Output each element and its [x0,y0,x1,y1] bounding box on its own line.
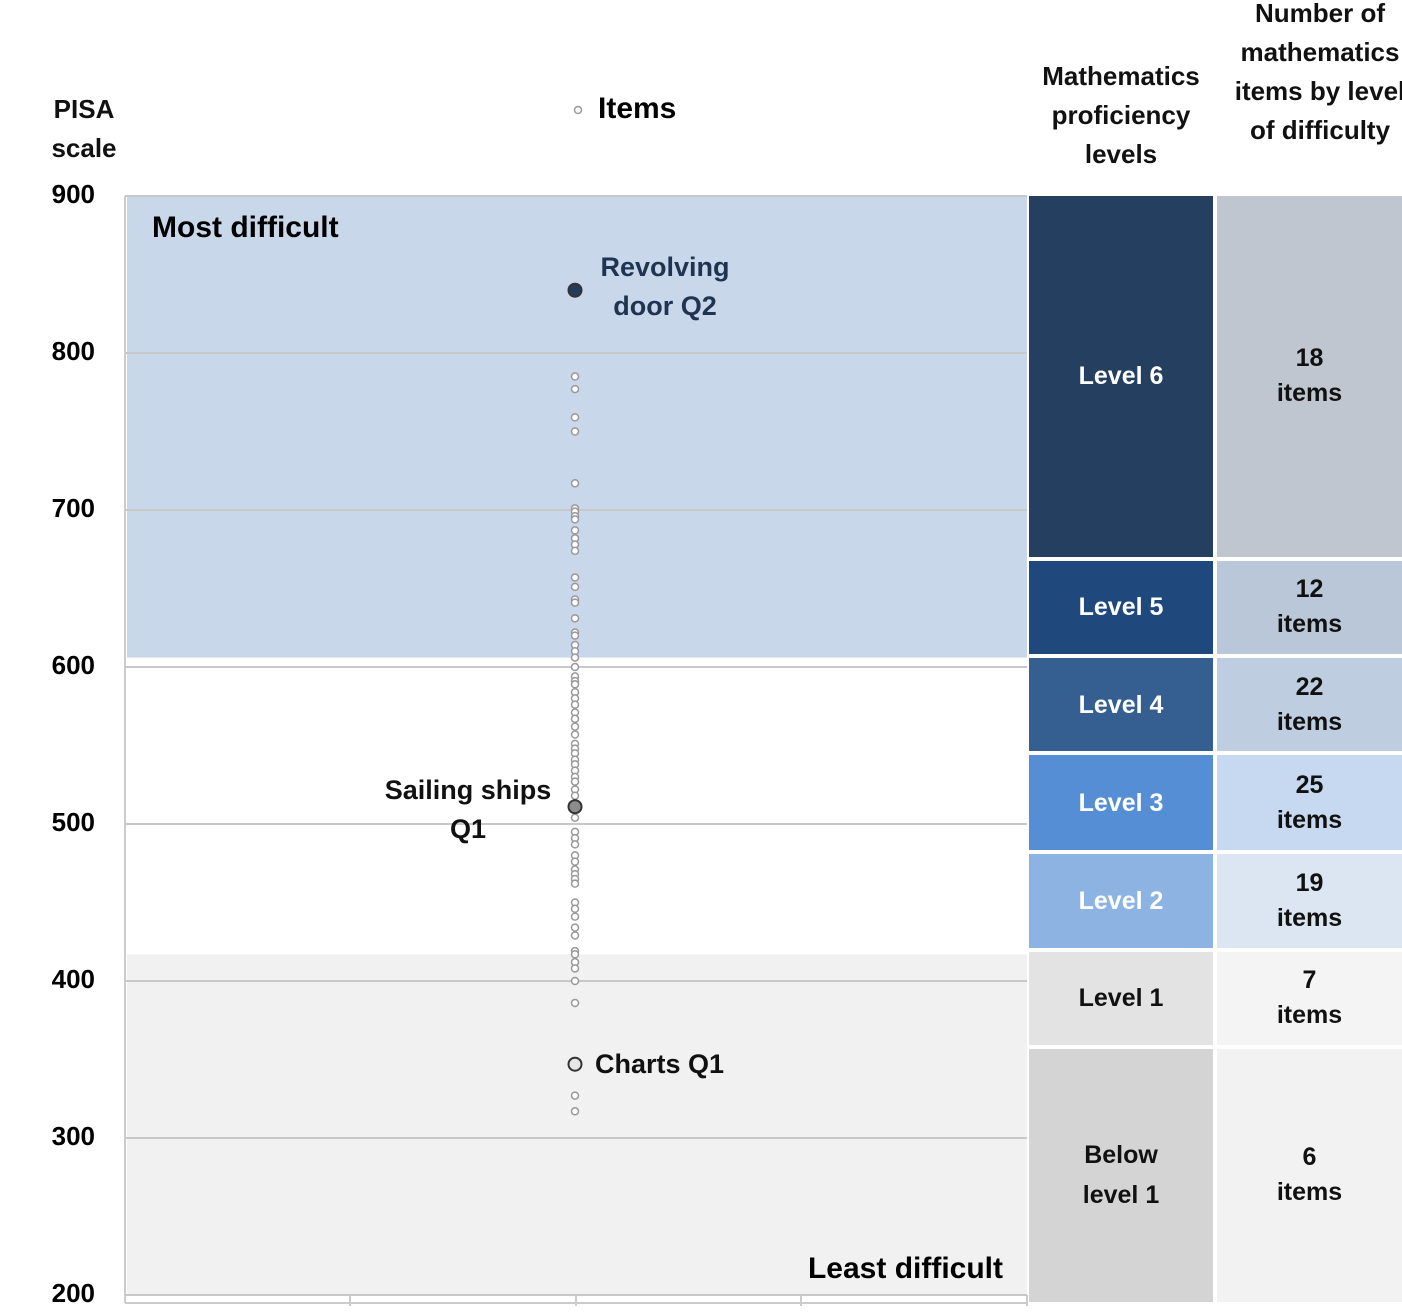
item-dot [570,614,580,623]
legend-marker [573,105,583,115]
level-box: Level 6 [1029,196,1213,557]
count-box: 22 items [1217,658,1402,752]
item-dot [570,904,580,914]
highlight-label: Revolving door Q2 [600,252,730,322]
level-box: Level 2 [1029,854,1213,948]
item-dot [570,573,580,582]
item-dot [570,976,580,986]
item-dot [570,427,580,436]
band-label: Most difficult [152,211,339,244]
count-box: 6 items [1217,1048,1402,1302]
item-dot [570,598,580,607]
item-count: 6 items [1276,1143,1343,1207]
item-dot [570,384,580,394]
item-count: 19 items [1276,868,1343,932]
legend-label: Items [598,92,676,125]
item-dot [570,413,580,422]
y-tick-label: 300 [52,1121,95,1151]
item-dot [570,372,580,381]
level-name: Level 3 [1078,788,1164,817]
level-box: Level 3 [1029,755,1213,851]
item-dot [570,998,580,1008]
item-dot [570,714,580,724]
item-dot [570,582,580,592]
item-dot [570,912,580,921]
item-count: 25 items [1276,770,1343,834]
level-box: Level 5 [1029,560,1213,654]
item-dot [570,791,580,800]
item-dot [570,479,580,488]
level-name: Level 1 [1078,984,1164,1013]
item-count: 12 items [1276,575,1343,639]
y-tick-label: 600 [52,650,95,680]
item-dot [570,1107,580,1116]
item-dot [570,857,580,866]
level-name: Level 4 [1078,690,1164,719]
item-dot [570,700,580,709]
level-box: Level 1 [1029,951,1213,1045]
level-box: Level 4 [1029,658,1213,752]
level-box: Below level 1 [1029,1048,1213,1302]
count-box: 12 items [1217,560,1402,654]
band [127,954,1027,1295]
band-label: Least difficult [808,1252,1003,1285]
y-tick-label: 400 [52,964,95,994]
levels-header: Mathematics proficiency levels [1042,61,1200,169]
count-box: 18 items [1217,196,1402,557]
item-dot [570,631,580,640]
item-dot [570,1091,580,1100]
highlight-dot [567,799,583,815]
counts-header: Number of mathematics items by level of … [1234,0,1402,145]
highlight-dot [567,1056,583,1072]
item-dot [570,813,580,822]
item-dot [570,546,580,556]
highlight-dot [567,282,583,298]
count-box: 25 items [1217,755,1402,851]
item-dot [570,526,580,535]
y-tick-label: 700 [52,493,95,523]
item-count: 18 items [1276,344,1343,408]
item-dot [570,730,580,739]
item-dot [570,931,580,940]
item-dot [570,722,580,731]
item-dot [570,653,580,662]
item-dot [570,515,580,524]
highlight-label: Charts Q1 [595,1049,725,1080]
level-name: Level 2 [1078,886,1164,915]
y-tick-label: 800 [52,336,95,366]
item-dot [570,777,580,786]
level-name: Level 6 [1078,362,1164,391]
y-tick-label: 500 [52,807,95,837]
y-tick-label: 200 [52,1278,95,1308]
level-name: Below level 1 [1082,1141,1160,1210]
item-dot [570,680,580,689]
item-count: 22 items [1276,672,1343,736]
item-count: 7 items [1276,966,1343,1030]
y-tick-label: 900 [52,179,95,209]
item-dot [570,662,580,672]
y-axis-title: PISA scale [51,94,117,163]
count-box: 19 items [1217,854,1402,948]
level-name: Level 5 [1078,593,1164,622]
count-box: 7 items [1217,951,1402,1045]
item-dot [570,950,580,959]
item-dot [570,964,580,973]
item-dot [570,840,580,849]
highlight-label: Sailing ships Q1 [384,774,552,844]
item-dot [570,923,580,932]
item-dot [570,879,580,888]
